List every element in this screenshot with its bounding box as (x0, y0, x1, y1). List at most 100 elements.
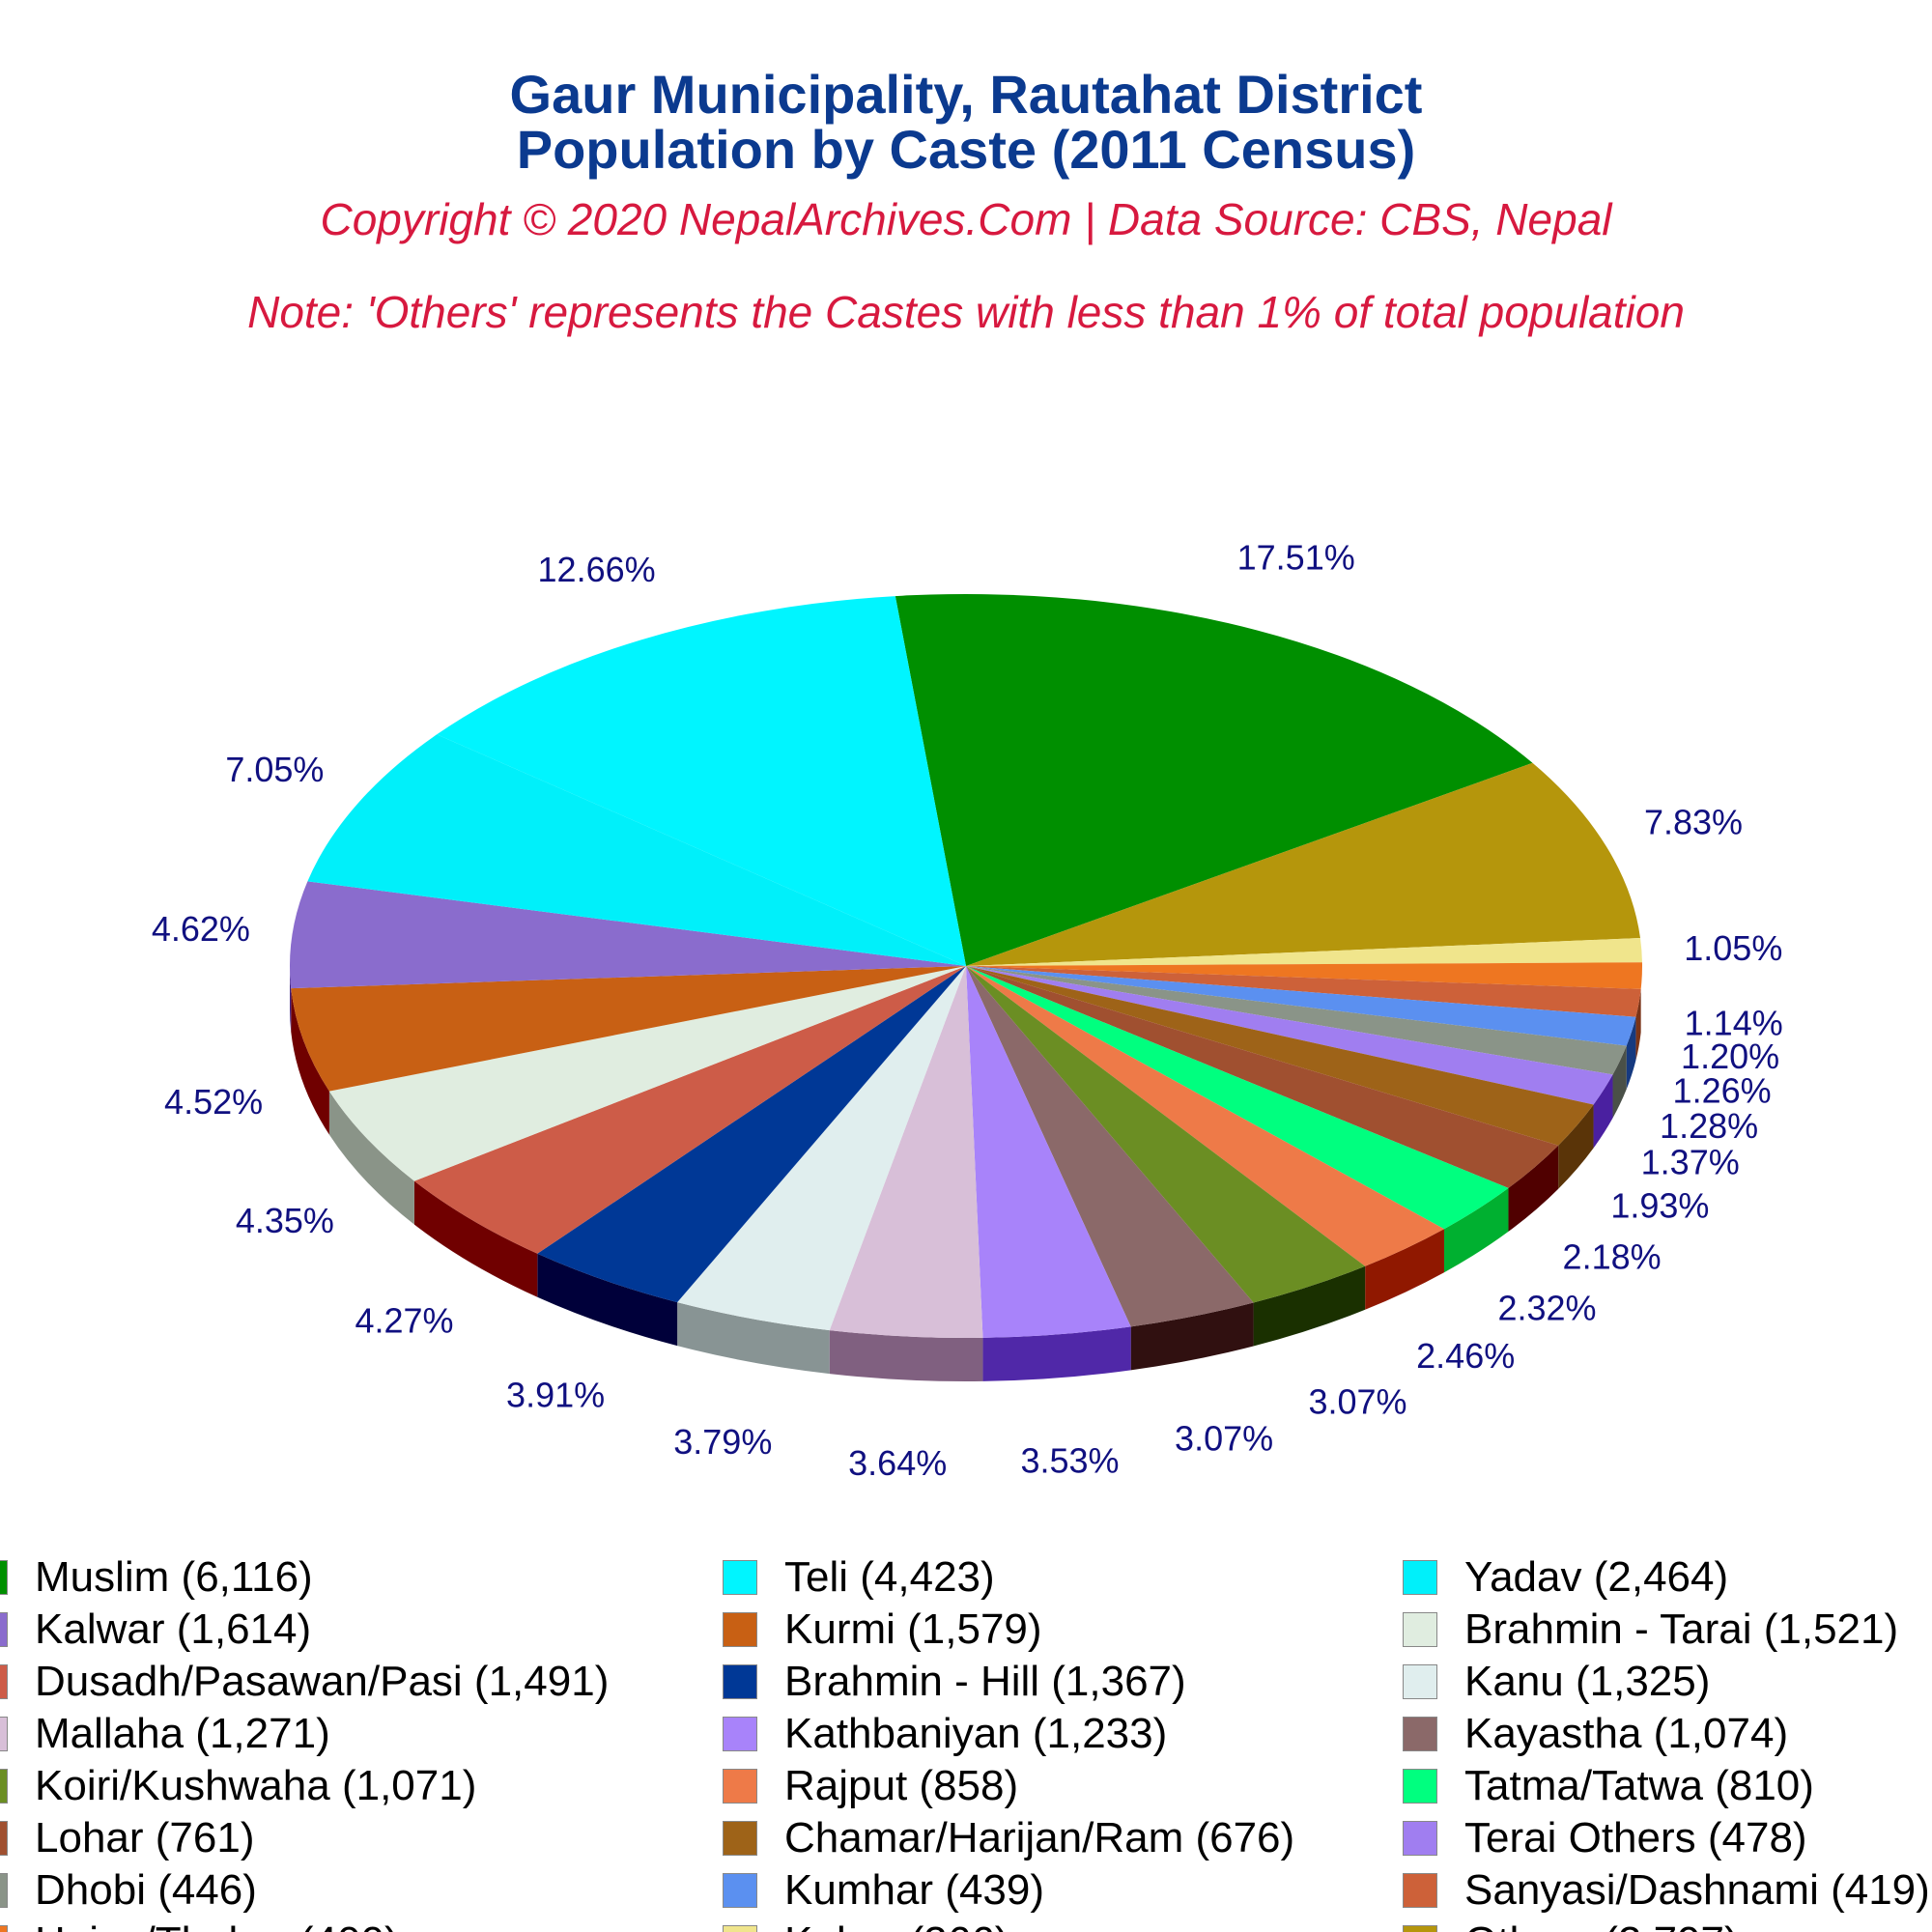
pie-slice-11 (966, 966, 1444, 1266)
legend-swatch (0, 1664, 8, 1699)
legend-swatch (1403, 1560, 1437, 1595)
legend: Muslim (6,116) Teli (4,423) Yadav (2,464) K… (0, 1546, 1932, 1932)
legend-item: Kayastha (1,074) (1403, 1710, 1788, 1758)
legend-label: Others (2,797) (1464, 1918, 1739, 1932)
legend-item: Kumhar (439) (723, 1866, 1044, 1915)
pie-tops (290, 594, 1642, 1338)
legend-label: Mallaha (1,271) (35, 1710, 330, 1757)
legend-label: Chamar/Harijan/Ram (676) (784, 1814, 1295, 1861)
legend-item: Dusadh/Pasawan/Pasi (1,491) (0, 1658, 609, 1706)
legend-label: Koiri/Kushwaha (1,071) (35, 1762, 477, 1809)
legend-swatch (0, 1560, 8, 1595)
legend-swatch (0, 1821, 8, 1856)
pie-side-8 (1558, 1104, 1594, 1189)
legend-item: Teli (4,423) (723, 1553, 995, 1602)
pie-slice-14 (966, 966, 1131, 1338)
legend-item: Chamar/Harijan/Ram (676) (723, 1814, 1294, 1862)
legend-item: Others (2,797) (1403, 1918, 1739, 1932)
pie-label-14: 3.53% (1020, 1441, 1119, 1481)
pie-slice-6 (966, 966, 1627, 1075)
pie-label-7: 1.37% (1641, 1142, 1740, 1181)
legend-swatch (723, 1925, 757, 1932)
legend-item: Kanu (1,325) (1403, 1658, 1710, 1706)
legend-label: Dusadh/Pasawan/Pasi (1,491) (35, 1658, 610, 1705)
legend-swatch (1403, 1612, 1437, 1647)
legend-item: Brahmin - Tarai (1,521) (1403, 1605, 1898, 1654)
legend-swatch (0, 1717, 8, 1751)
legend-label: Tatma/Tatwa (810) (1464, 1762, 1814, 1809)
legend-label: Muslim (6,116) (35, 1553, 313, 1601)
pie-slice-21 (290, 881, 966, 989)
pie-slice-13 (966, 966, 1254, 1327)
pie-slice-3 (966, 962, 1642, 989)
legend-label: Sanyasi/Dashnami (419) (1464, 1866, 1930, 1914)
legend-item: Koiri/Kushwaha (1,071) (0, 1762, 476, 1810)
pie-labels: 17.51% 7.83% 1.05% 1.14%1.20%1.26%1.28%1.37… (152, 538, 1783, 1484)
legend-item: Muslim (6,116) (0, 1553, 313, 1602)
pie-side-9 (1508, 1145, 1559, 1232)
legend-item: Terai Others (478) (1403, 1814, 1807, 1862)
pie-label-6: 1.28% (1660, 1106, 1758, 1146)
pie-slice-15 (829, 966, 983, 1338)
pie-side-15 (829, 1330, 983, 1382)
legend-label: Brahmin - Hill (1,367) (784, 1658, 1186, 1705)
legend-swatch (0, 1612, 8, 1647)
pie-side-7 (1593, 1074, 1613, 1149)
legend-label: Kalwar (1,614) (35, 1605, 312, 1653)
legend-swatch (723, 1717, 757, 1751)
legend-label: Brahmin - Tarai (1,521) (1464, 1605, 1899, 1653)
pie-side-14 (982, 1326, 1131, 1381)
legend-label: Kahar (366) (784, 1918, 1009, 1932)
pie-side-18 (413, 1180, 538, 1297)
legend-item: Haiyu/Thakur (400) (0, 1918, 399, 1932)
pie-label-5: 1.26% (1673, 1071, 1772, 1111)
pie-side-20 (291, 988, 329, 1135)
pie-slice-8 (966, 966, 1594, 1146)
pie-slice-23 (437, 596, 966, 966)
pie-label-20: 4.52% (164, 1082, 263, 1122)
pie-label-19: 4.35% (236, 1201, 334, 1240)
chart-title-line2: Population by Caste (2011 Census) (516, 119, 1416, 180)
legend-item: Sanyasi/Dashnami (419) (1403, 1866, 1930, 1915)
legend-label: Lohar (761) (35, 1814, 255, 1861)
legend-label: Rajput (858) (784, 1762, 1019, 1809)
pie-side-17 (537, 1253, 678, 1347)
pie-slice-1 (966, 762, 1641, 966)
pie-label-3: 1.14% (1685, 1003, 1783, 1042)
pie-label-12: 3.07% (1308, 1381, 1406, 1421)
legend-item: Kalwar (1,614) (0, 1605, 311, 1654)
legend-item: Kahar (366) (723, 1918, 1009, 1932)
pie-slice-17 (537, 966, 966, 1303)
note-text: Note: 'Others' represents the Castes wit… (247, 287, 1685, 337)
legend-label: Kayastha (1,074) (1464, 1710, 1789, 1757)
legend-swatch (723, 1560, 757, 1595)
pie-slice-5 (966, 966, 1636, 1046)
legend-swatch (723, 1873, 757, 1908)
pie-side-12 (1253, 1265, 1366, 1347)
legend-item: Tatma/Tatwa (810) (1403, 1762, 1814, 1810)
pie-side-6 (1612, 1045, 1627, 1119)
legend-item: Kurmi (1,579) (723, 1605, 1042, 1654)
legend-swatch (0, 1769, 8, 1804)
legend-swatch (1403, 1717, 1437, 1751)
legend-item: Kathbaniyan (1,233) (723, 1710, 1167, 1758)
pie-chart: 17.51% 7.83% 1.05% 1.14%1.20%1.26%1.28%1.37… (152, 538, 1783, 1484)
legend-swatch (723, 1612, 757, 1647)
legend-swatch (1403, 1873, 1437, 1908)
pie-side-13 (1130, 1302, 1254, 1371)
legend-swatch (1403, 1769, 1437, 1804)
legend-item: Brahmin - Hill (1,367) (723, 1658, 1186, 1706)
pie-side-11 (1365, 1229, 1444, 1310)
pie-label-17: 3.91% (506, 1375, 605, 1414)
legend-swatch (1403, 1821, 1437, 1856)
pie-label-23: 12.66% (538, 550, 656, 589)
pie-label-22: 7.05% (225, 750, 324, 789)
pie-slice-10 (966, 966, 1509, 1230)
legend-label: Haiyu/Thakur (400) (35, 1918, 399, 1932)
legend-label: Kumhar (439) (784, 1866, 1045, 1914)
pie-slice-22 (307, 734, 967, 966)
legend-swatch (0, 1925, 8, 1932)
pie-slice-16 (677, 966, 966, 1331)
legend-label: Kathbaniyan (1,233) (784, 1710, 1168, 1757)
pie-slice-18 (413, 966, 966, 1254)
